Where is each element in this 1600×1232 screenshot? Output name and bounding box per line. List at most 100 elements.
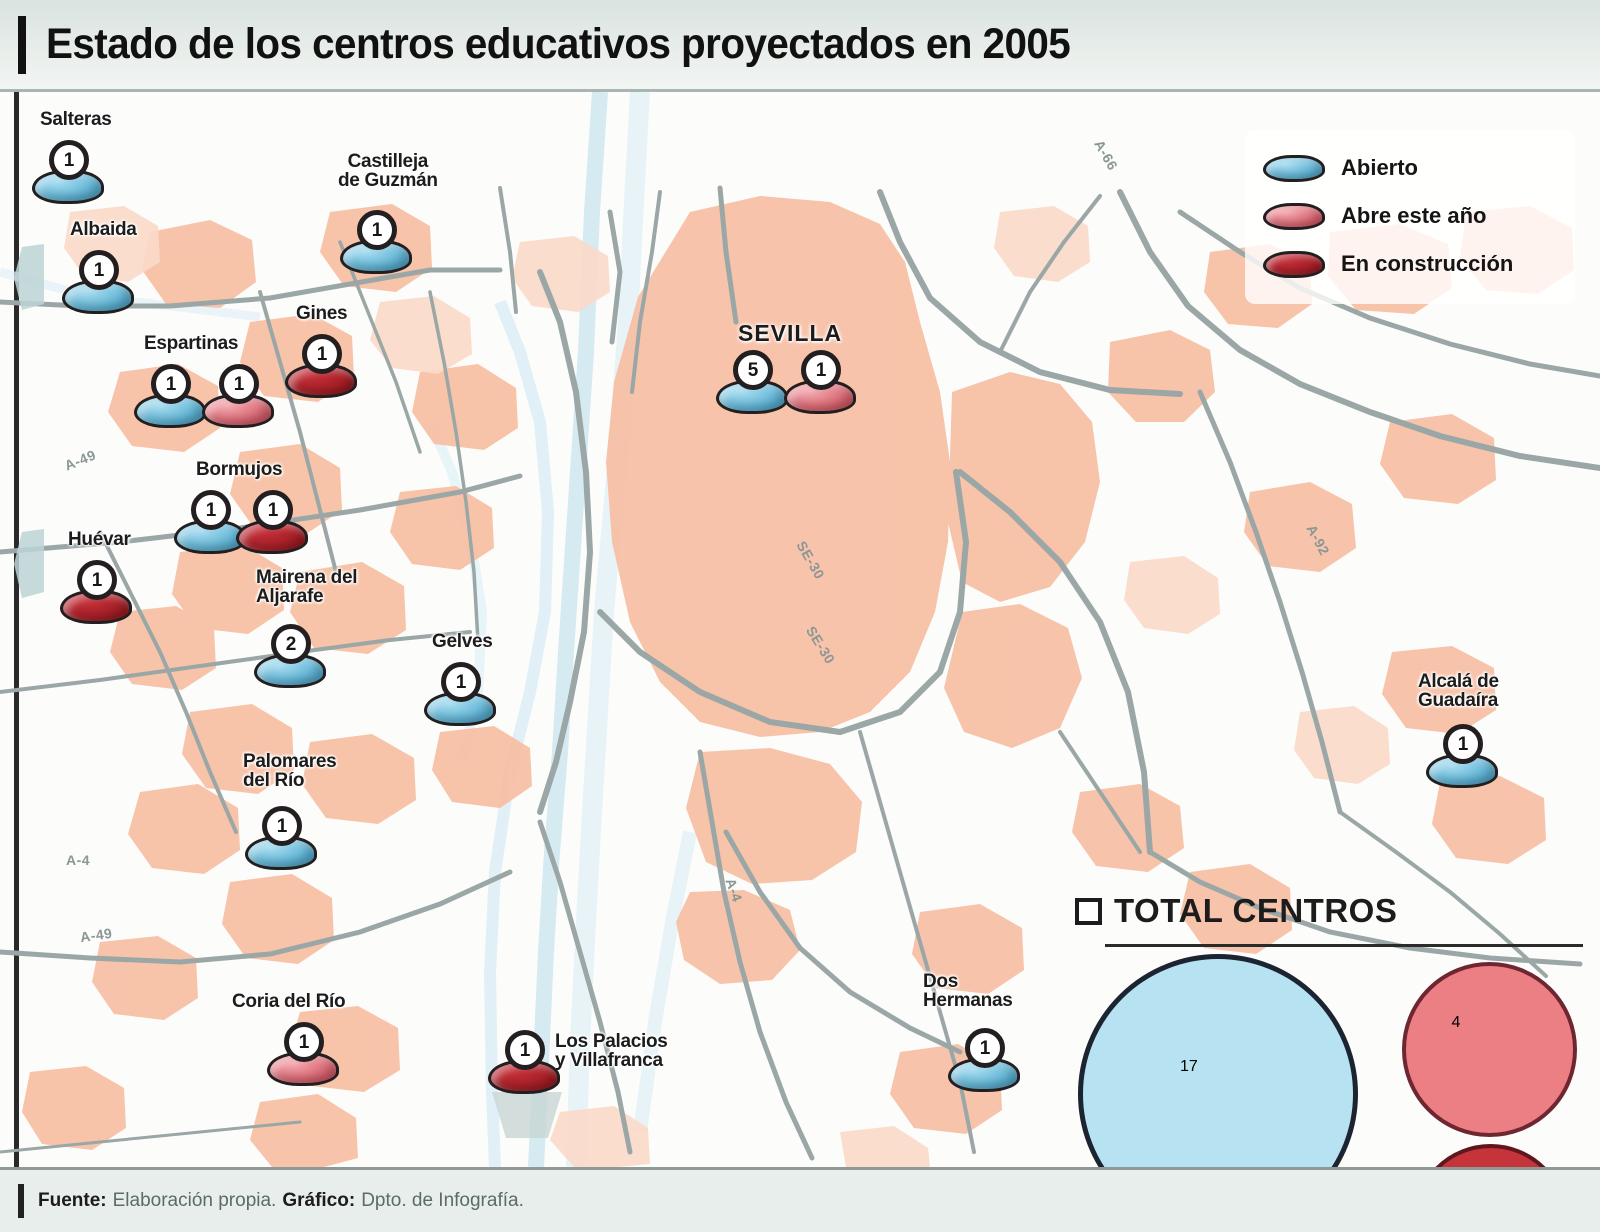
marker-count: 2 [285,633,297,655]
place-label-gines: Gines [296,303,348,324]
marker-alcala-de-guadaira-open[interactable]: 1 [1424,724,1500,796]
header-accent-bar [18,15,26,74]
marker-ring: 1 [357,210,397,250]
place-label-coria-del-rio: Coria del Río [232,991,346,1012]
place-label-palomares-del-rio: Palomares del Río [243,751,337,792]
marker-ring: 1 [253,490,293,530]
marker-count: 1 [455,671,467,693]
left-arrow-marks [14,244,44,598]
marker-blob [254,654,326,688]
marker-count: 1 [267,499,279,521]
marker-bormujos-constr[interactable]: 1 [234,490,310,562]
marker-count: 1 [979,1037,991,1059]
place-label-mairena-del-aljarafe: Mairena del Aljarafe [256,567,358,608]
total-circle-year[interactable]: 4 [1402,962,1577,1137]
marker-gines-constr[interactable]: 1 [283,334,359,406]
marker-count: 1 [316,343,328,365]
place-label-alcala-de-guadaira: Alcalá de Guadaíra [1418,671,1499,712]
marker-ring: 17 [1180,1058,1256,1076]
marker-count: 1 [205,499,217,521]
place-label-huevar: Huévar [68,529,131,550]
total-count-year: 4 [1451,1013,1461,1031]
marker-count: 1 [371,219,383,241]
marker-ring: 1 [302,334,342,374]
bottom-arrow-mark [492,1092,562,1138]
marker-count: 1 [233,373,245,395]
footer-bar: Fuente: Elaboración propia. Gráfico: Dpto. … [0,1167,1600,1232]
total-centros-header: TOTAL CENTROS [1075,892,1585,930]
marker-ring: 1 [441,662,481,702]
footer-credits: Fuente: Elaboración propia. Gráfico: Dpto. … [38,1190,524,1212]
header-banner: Estado de los centros educativos proyect… [0,0,1600,92]
marker-ring: 1 [262,806,302,846]
legend-swatch-open-icon [1263,154,1325,182]
marker-espartinas-open[interactable]: 1 [132,364,208,436]
marker-dos-hermanas-open[interactable]: 1 [946,1028,1022,1100]
marker-ring: 2 [271,624,311,664]
footer-credit-label: Gráfico: [282,1190,356,1211]
marker-sevilla-year[interactable]: 1 [782,350,858,422]
legend-item-abierto[interactable]: Abierto [1263,144,1565,192]
marker-ring: 4 [1452,1014,1528,1032]
marker-blob [1426,754,1498,788]
footer-source-value: Elaboración propia. [112,1190,277,1211]
place-label-espartinas: Espartinas [144,333,239,354]
map-canvas: A-49 A-49 A-66 A-92 SE-30 SE-30 A-4 A-4 … [0,92,1600,1167]
marker-palomares-del-rio-open[interactable]: 1 [243,806,319,878]
place-label-castilleja-de-guzman: Castilleja de Guzmán [338,151,438,192]
marker-castilleja-de-guzman-open[interactable]: 1 [338,210,414,282]
legend-panel: Abierto Abre este año En construcción [1245,130,1575,304]
marker-sevilla-open[interactable]: 5 [714,350,790,422]
marker-espartinas-year[interactable]: 1 [200,364,276,436]
legend-label-en-construccion: En construcción [1341,251,1514,276]
marker-mairena-del-aljarafe-open[interactable]: 2 [252,624,328,696]
place-label-los-palacios-y-villafranca: Los Palacios y Villafranca [555,1031,668,1072]
marker-ring: 1 [79,250,119,290]
marker-count: 5 [747,359,759,381]
marker-count: 1 [519,1039,531,1061]
marker-count: 1 [276,815,288,837]
marker-ring: 1 [284,1022,324,1062]
total-marker-open: 17 [1180,1058,1256,1130]
marker-ring: 1 [49,140,89,180]
marker-los-palacios-y-villafranca-constr[interactable]: 1 [486,1030,562,1102]
marker-ring: 1 [801,350,841,390]
total-checkbox-icon [1075,897,1102,925]
marker-gelves-open[interactable]: 1 [422,662,498,734]
place-label-sevilla: SEVILLA [738,320,843,346]
place-label-gelves: Gelves [432,631,493,652]
marker-huevar-constr[interactable]: 1 [58,560,134,632]
marker-count: 1 [91,569,103,591]
marker-ring: 1 [505,1030,545,1070]
total-marker-year: 4 [1452,1014,1528,1086]
legend-item-en-construccion[interactable]: En construcción [1263,240,1565,288]
marker-count: 1 [165,373,177,395]
marker-ring: 1 [1443,724,1483,764]
marker-count: 1 [93,259,105,281]
marker-ring: 1 [191,490,231,530]
footer-accent-bar [18,1184,24,1218]
total-centros-panel: TOTAL CENTROS 17 4 [1075,892,1585,1167]
marker-albaida-open[interactable]: 1 [60,250,136,322]
footer-source-label: Fuente: [38,1190,107,1211]
footer-credit-value: Dpto. de Infografía. [361,1190,524,1211]
marker-bormujos-open[interactable]: 1 [172,490,248,562]
marker-salteras-open[interactable]: 1 [30,140,106,212]
total-circle-open[interactable]: 17 [1078,954,1358,1167]
marker-coria-del-rio-year[interactable]: 1 [265,1022,341,1094]
place-label-albaida: Albaida [70,219,137,240]
legend-label-abre-este-ano: Abre este año [1341,203,1487,228]
place-label-bormujos: Bormujos [196,459,283,480]
marker-blob [948,1058,1020,1092]
legend-item-abre-este-ano[interactable]: Abre este año [1263,192,1565,240]
legend-swatch-year-icon [1263,202,1325,230]
marker-count: 1 [815,359,827,381]
marker-ring: 1 [77,560,117,600]
marker-ring: 1 [219,364,259,404]
total-count-open: 17 [1180,1058,1198,1075]
marker-ring: 1 [151,364,191,404]
total-divider [1105,944,1583,947]
total-circle-constr[interactable]: 3 [1413,1144,1568,1167]
place-label-dos-hermanas: Dos Hermanas [923,971,1013,1012]
